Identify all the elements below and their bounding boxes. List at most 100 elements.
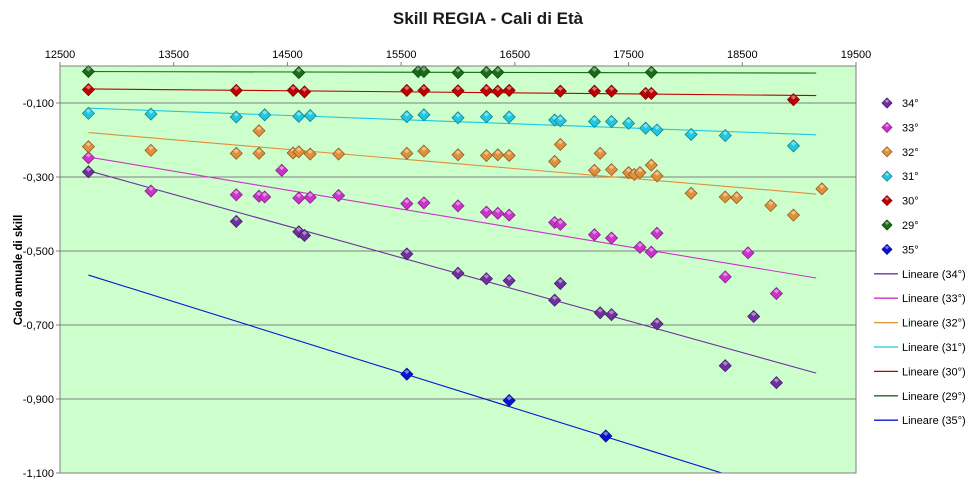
- point-30-7: [479, 83, 493, 97]
- point-32-14-body: [502, 148, 516, 163]
- point-32-7-body: [303, 147, 317, 161]
- point-30-7-shine: [483, 85, 490, 91]
- point-33-12-body: [479, 205, 493, 219]
- trendline-33: [88, 156, 817, 279]
- point-32-9-shine: [404, 148, 410, 154]
- y-tick-label-0: -0,100: [23, 98, 54, 110]
- point-32-1-shine: [148, 145, 154, 151]
- point-30-14-body: [644, 86, 658, 100]
- y-tick-label-4: -0,900: [23, 394, 54, 406]
- point-32-9-body: [400, 146, 414, 160]
- legend-item-lineare-30: Lineare (30°): [874, 366, 966, 378]
- point-29-2-shine: [415, 67, 421, 72]
- point-29-3-body: [417, 64, 431, 79]
- point-31-9-body: [479, 110, 493, 124]
- point-31-16-shine: [642, 123, 649, 129]
- point-34-10-body: [593, 306, 607, 320]
- point-33-16-shine: [557, 219, 564, 225]
- point-32-6: [292, 145, 306, 159]
- point-31-9-shine: [483, 112, 490, 117]
- point-32-30-shine: [819, 184, 825, 189]
- legend-item-lineare-33: Lineare (33°): [874, 293, 966, 305]
- point-30-2-body: [286, 83, 300, 97]
- point-32-16-shine: [557, 139, 564, 145]
- point-32-10: [417, 144, 431, 158]
- point-34-15-shine: [773, 378, 780, 383]
- point-31-14: [604, 114, 619, 129]
- point-32-15: [548, 154, 562, 169]
- point-33-1-body: [144, 184, 158, 198]
- point-34-11-shine: [608, 310, 615, 315]
- point-30-15: [786, 93, 801, 107]
- point-33-18-body: [604, 231, 619, 245]
- point-30-14-shine: [648, 88, 655, 94]
- legend-marker-31: [881, 170, 893, 182]
- point-33-21: [650, 226, 664, 240]
- point-31-6: [400, 110, 414, 124]
- point-32-1: [144, 143, 158, 157]
- point-34-15: [769, 376, 783, 390]
- point-29-1-shine: [296, 68, 302, 73]
- point-32-8: [332, 147, 346, 161]
- point-33-19-shine: [637, 242, 643, 248]
- legend-item-34: 34°: [881, 97, 919, 110]
- point-31-12-body: [553, 114, 567, 128]
- point-33-17: [587, 228, 602, 242]
- point-30-1: [229, 83, 243, 97]
- point-31-5-shine: [307, 111, 313, 116]
- point-32-24-shine: [654, 171, 660, 176]
- point-30-11-shine: [591, 86, 598, 92]
- legend-label-31: 31°: [902, 171, 919, 183]
- point-33-12: [479, 205, 493, 219]
- point-32-23-shine: [648, 160, 655, 166]
- point-32-3: [252, 146, 266, 160]
- point-33-0-shine: [85, 153, 92, 158]
- point-31-12-shine: [557, 116, 564, 121]
- point-29-6: [491, 65, 505, 79]
- point-33-20: [644, 245, 658, 259]
- point-32-2-shine: [233, 148, 239, 154]
- point-29-6-shine: [495, 67, 501, 73]
- point-31-14-shine: [608, 117, 615, 122]
- point-32-8-shine: [335, 149, 342, 155]
- legend-marker-35: [881, 243, 893, 255]
- point-32-12-body: [479, 148, 493, 163]
- legend-marker-31-shine: [884, 172, 890, 177]
- point-33-6: [292, 191, 306, 205]
- point-32-11: [451, 148, 465, 162]
- legend-label-29: 29°: [902, 220, 919, 232]
- point-32-22: [633, 165, 647, 180]
- point-31-0-shine: [85, 108, 92, 114]
- legend-label-33: 33°: [902, 122, 919, 134]
- point-30-10-shine: [557, 86, 564, 92]
- point-31-3-body: [258, 108, 272, 122]
- legend-label-30: 30°: [902, 196, 919, 208]
- x-tick-label-2: 14500: [272, 49, 303, 61]
- legend-label-32: 32°: [902, 147, 919, 159]
- point-32-4-shine: [256, 126, 262, 131]
- series-34: [81, 165, 783, 390]
- point-33-0-body: [81, 151, 95, 165]
- point-32-20-shine: [625, 168, 632, 173]
- point-33-7: [303, 190, 317, 204]
- point-31-11-shine: [551, 115, 558, 121]
- point-30-1-body: [229, 83, 243, 97]
- point-31-0: [81, 106, 95, 120]
- point-31-19: [718, 128, 732, 143]
- point-32-26-body: [718, 190, 732, 204]
- legend-marker-32: [881, 146, 893, 158]
- x-tick-label-3: 15500: [386, 49, 417, 61]
- point-32-11-shine: [455, 150, 461, 155]
- legend-label-lineare-33: Lineare (33°): [902, 293, 966, 305]
- y-axis: -0,100 -0,300 -0,500 -0,700 -0,900 -1,100: [23, 98, 60, 480]
- point-31-20-shine: [790, 141, 797, 146]
- point-34-3-shine: [301, 230, 308, 236]
- point-30-5-body: [417, 83, 431, 97]
- point-31-2-body: [229, 110, 243, 124]
- y-tick-label-2: -0,500: [23, 246, 54, 258]
- point-31-7-shine: [421, 110, 427, 115]
- point-35-1-shine: [506, 395, 512, 401]
- point-29-8-shine: [648, 67, 655, 73]
- point-33-23: [741, 246, 755, 260]
- y-tick-label-5: -1,100: [23, 468, 54, 480]
